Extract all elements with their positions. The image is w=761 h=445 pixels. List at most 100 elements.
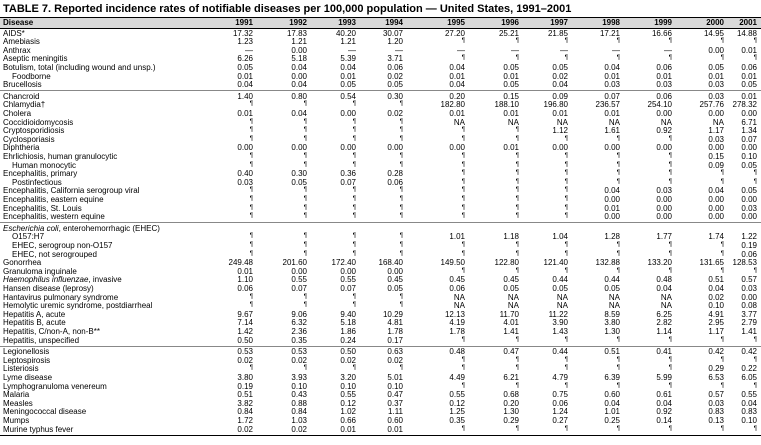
label-part: Diphtheria	[3, 143, 40, 153]
cell-value: ¶	[564, 38, 568, 45]
cell: 1.78	[425, 327, 465, 337]
cell: ¶	[528, 38, 568, 47]
cell: ¶	[363, 136, 403, 145]
cell-value: ¶	[461, 425, 465, 432]
cell: —	[425, 46, 465, 56]
cell-value: ¶	[515, 382, 519, 389]
cell: 0.88	[267, 399, 307, 409]
cell: ¶	[580, 357, 620, 366]
cell: 0.00	[363, 267, 403, 277]
cell-value: 0.07	[604, 91, 620, 101]
cell-value: ¶	[564, 170, 568, 177]
cell: ¶	[717, 383, 757, 392]
cell: ¶	[632, 251, 672, 260]
cell: —	[213, 46, 253, 56]
cell-value: ¶	[249, 293, 253, 300]
label-part: Listeriosis	[3, 364, 39, 374]
cell: 0.00	[717, 293, 757, 303]
cell-value: ¶	[461, 161, 465, 168]
cell-value: 0.12	[449, 398, 465, 408]
cell: ¶	[479, 383, 519, 392]
column-header: Disease	[3, 18, 34, 27]
row-label: Gonorrhea	[3, 258, 41, 268]
cell: ¶	[528, 153, 568, 162]
cell: 0.30	[267, 169, 307, 179]
cell: 0.00	[717, 108, 757, 119]
cell-value: 0.57	[741, 275, 757, 285]
cell-value: 0.00	[708, 108, 724, 118]
cell: 0.00	[580, 195, 620, 205]
cell-value: 30.07	[382, 28, 403, 38]
cell: 0.04	[632, 399, 672, 409]
label-part: Granuloma inguinale	[3, 266, 77, 276]
cell: 0.06	[632, 63, 672, 73]
cell-value: 3.80	[237, 372, 253, 382]
label-part: Encephalitis, eastern equine	[3, 194, 104, 204]
cell: 1.41	[479, 327, 519, 337]
cell-value: 0.68	[503, 390, 519, 400]
cell: 0.05	[363, 80, 403, 90]
cell-value: 0.04	[237, 80, 253, 90]
cell: 1.01	[425, 232, 465, 242]
cell: ¶	[580, 337, 620, 346]
cell: 0.07	[580, 91, 620, 102]
cell-value: ¶	[303, 302, 307, 309]
cell-value: 1.72	[237, 415, 253, 425]
cell-value: ¶	[515, 267, 519, 274]
cell: 0.20	[479, 399, 519, 409]
cell-value: 0.44	[604, 275, 620, 285]
cell-value: 1.21	[291, 37, 307, 47]
cell-value: 0.01	[503, 108, 519, 118]
cell-value: ¶	[352, 250, 356, 257]
cell: 0.02	[213, 425, 253, 435]
cell-value: —	[664, 45, 672, 55]
cell: ¶	[479, 357, 519, 366]
cell: 1.04	[528, 232, 568, 242]
cell: 6.71	[717, 118, 757, 128]
cell-value: ¶	[249, 135, 253, 142]
row-label: Encephalitis, primary	[3, 169, 77, 179]
cell: 0.03	[684, 80, 724, 90]
cell-value: 0.27	[552, 415, 568, 425]
cell-value: 0.04	[604, 398, 620, 408]
cell: 0.00	[316, 109, 356, 119]
cell-value: ¶	[564, 241, 568, 248]
cell: 6.05	[717, 373, 757, 383]
cell: 1.12	[528, 126, 568, 136]
cell: ¶	[479, 213, 519, 222]
cell-value: 0.12	[340, 398, 356, 408]
cell: ¶	[213, 251, 253, 260]
cell-value: 0.07	[340, 177, 356, 187]
cell-value: 0.00	[656, 143, 672, 153]
cell-value: 0.44	[552, 347, 568, 357]
cell: 0.06	[632, 92, 672, 102]
cell: 0.00	[684, 108, 724, 119]
cell: 0.00	[267, 143, 307, 153]
row-label: Cyclosporiasis	[3, 135, 55, 145]
row-label: Hansen disease (leprosy)	[3, 284, 94, 294]
cell: ¶	[316, 294, 356, 303]
cell: 11.22	[528, 310, 568, 320]
cell: 1.28	[580, 232, 620, 242]
cell-value: 1.03	[291, 415, 307, 425]
cell-value: ¶	[399, 118, 403, 125]
cell: ¶	[684, 242, 724, 251]
cell-value: NA	[507, 301, 519, 311]
cell-value: 0.00	[604, 212, 620, 222]
cell-value: 0.01	[741, 91, 757, 101]
cell: 0.01	[717, 46, 757, 56]
cell: ¶	[717, 38, 757, 47]
cell-value: ¶	[399, 127, 403, 134]
cell-value: 0.45	[387, 275, 403, 285]
cell-value: ¶	[303, 195, 307, 202]
row-label: Hantavirus pulmonary syndrome	[3, 293, 118, 303]
cell: ¶	[479, 179, 519, 188]
cell: ¶	[528, 337, 568, 346]
cell: 0.00	[580, 212, 620, 222]
cell: 0.60	[363, 416, 403, 426]
cell: 12.13	[425, 310, 465, 320]
cell-value: 0.00	[741, 108, 757, 118]
cell: ¶	[267, 153, 307, 162]
cell-value: 1.01	[604, 407, 620, 417]
cell: ¶	[425, 170, 465, 179]
